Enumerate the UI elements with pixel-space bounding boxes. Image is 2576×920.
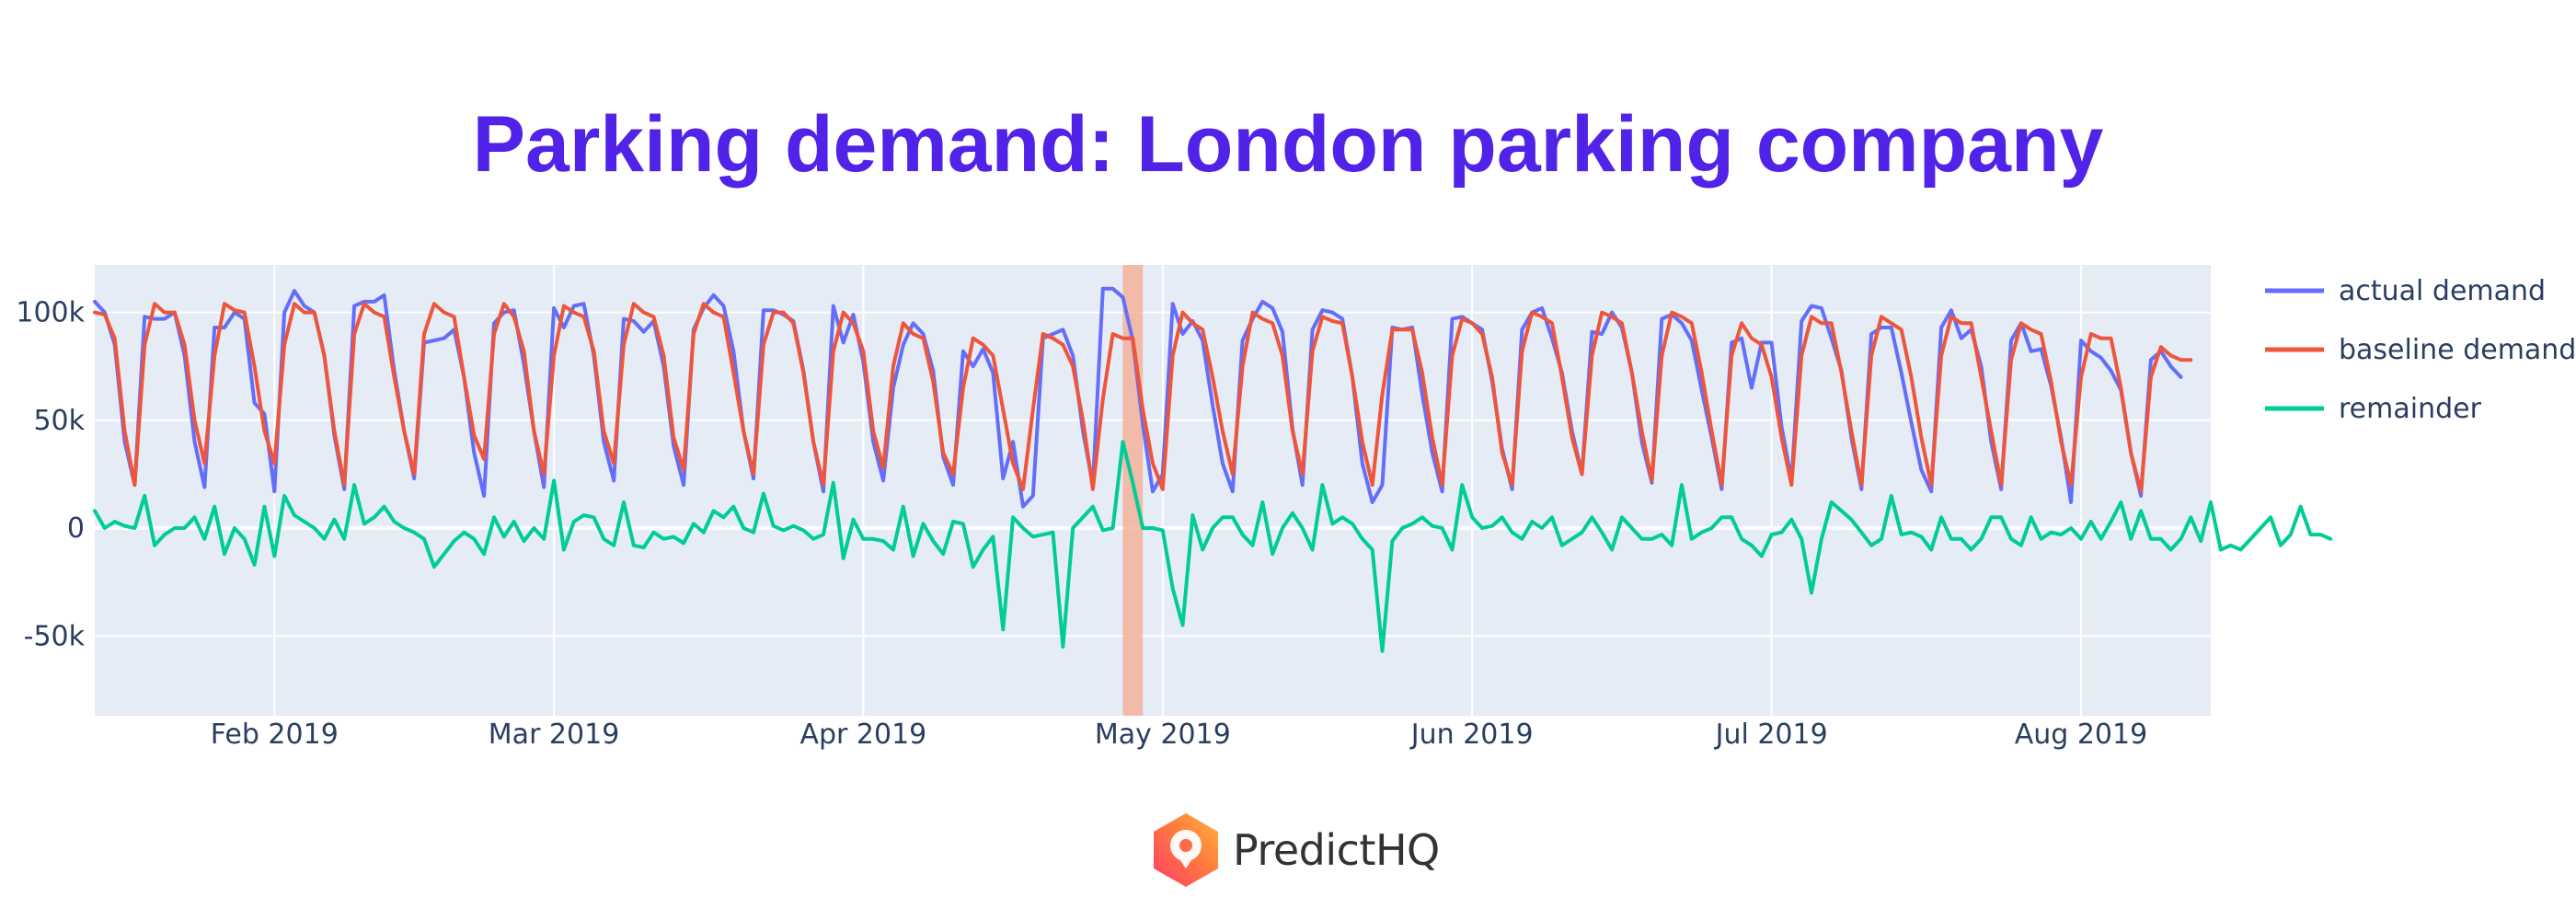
- predicthq-logo-icon: [1154, 813, 1218, 887]
- y-tick-label: 100k: [16, 297, 85, 329]
- x-tick-label: May 2019: [1095, 719, 1231, 751]
- brand-name: PredictHQ: [1233, 825, 1440, 875]
- chart-title: Parking demand: London parking company: [472, 100, 2104, 189]
- tick-labels: Feb 2019 Mar 2019 Apr 2019 May 2019 Jun 2019…: [16, 297, 2147, 751]
- legend[interactable]: actual demand baseline demand remainder: [2265, 275, 2576, 425]
- legend-label: actual demand: [2339, 275, 2546, 307]
- y-tick-label: 0: [67, 512, 85, 545]
- x-tick-label: Feb 2019: [211, 719, 339, 751]
- x-tick-label: Jun 2019: [1409, 719, 1534, 751]
- series-line-baseline-demand: [93, 302, 2193, 494]
- x-tick-label: Jul 2019: [1714, 719, 1828, 751]
- legend-item-baseline-demand[interactable]: baseline demand: [2265, 334, 2576, 366]
- y-tick-label: 50k: [33, 405, 85, 437]
- legend-item-remainder[interactable]: remainder: [2265, 393, 2482, 425]
- legend-label: remainder: [2339, 393, 2482, 425]
- brand-logo: PredictHQ: [1152, 811, 1440, 889]
- x-tick-label: Aug 2019: [2015, 719, 2147, 751]
- series-layer: [93, 286, 2333, 653]
- y-tick-label: -50k: [24, 620, 86, 652]
- series-line-remainder: [93, 440, 2333, 653]
- legend-item-actual-demand[interactable]: actual demand: [2265, 275, 2546, 307]
- x-tick-label: Mar 2019: [489, 719, 620, 751]
- legend-label: baseline demand: [2339, 334, 2576, 366]
- x-tick-label: Apr 2019: [799, 719, 926, 751]
